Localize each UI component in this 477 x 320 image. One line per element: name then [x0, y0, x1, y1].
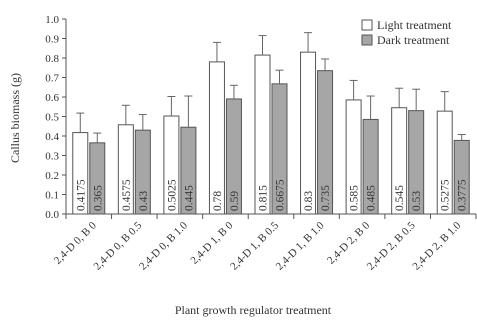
y-tick-label: 0.8 [45, 53, 59, 65]
x-tick-label: 2,4-D 2, B 1.0 [410, 219, 463, 272]
bar-value-label: 0.445 [183, 185, 195, 211]
bar-value-label: 0.4175 [75, 179, 87, 211]
legend-label-light: Light treatment [377, 18, 452, 32]
x-tick-label: 2,4-D 0, B 0 [52, 219, 100, 267]
y-tick-label: 0.7 [45, 73, 59, 85]
y-tick-label: 0.0 [45, 209, 59, 221]
bar-value-label: 0.5275 [440, 179, 452, 211]
legend-swatch-light [361, 19, 373, 31]
bar-value-label: 0.53 [411, 191, 423, 211]
x-tick-label: 2,4-D 0, B 1.0 [137, 219, 190, 272]
y-tick-label: 1.0 [45, 14, 59, 26]
x-tick-label: 2,4-D 2, B 0 [325, 219, 373, 267]
legend-label-dark: Dark treatment [377, 33, 450, 47]
bars: 0.4175 0.365 0.4575 0.43 0.5025 0.445 0.78 0.59… [72, 32, 470, 215]
legend-swatch-dark [361, 34, 373, 46]
bar-value-label: 0.545 [394, 185, 406, 211]
bar-value-label: 0.815 [258, 185, 270, 211]
bar-value-label: 0.585 [349, 185, 361, 211]
y-tick-label: 0.2 [45, 170, 59, 182]
y-axis: 0.0 0.1 0.2 0.3 0.4 0.5 0.6 0.7 0.8 0.9 1.0 [45, 14, 67, 221]
x-tick-label: 2,4-D 1, B 0 [188, 219, 236, 267]
bar-value-label: 0.3775 [457, 179, 469, 211]
y-tick-label: 0.4 [45, 131, 59, 143]
x-axis: 2,4-D 0, B 02,4-D 0, B 0.52,4-D 0, B 1.0… [52, 213, 477, 273]
x-tick-label: 2,4-D 1, B 1.0 [274, 219, 327, 272]
bar-value-label: 0.365 [92, 185, 104, 211]
bar-value-label: 0.43 [138, 191, 150, 211]
y-tick-label: 0.1 [45, 190, 59, 202]
x-axis-title: Plant growth regulator treatment [175, 303, 332, 317]
y-tick-label: 0.6 [45, 92, 59, 104]
bar-value-label: 0.485 [366, 185, 378, 211]
light-bar [300, 51, 317, 215]
bar-value-label: 0.83 [303, 191, 315, 211]
y-tick-label: 0.5 [45, 112, 59, 124]
bar-value-label: 0.78 [212, 191, 224, 211]
bar-value-label: 0.4575 [121, 179, 133, 211]
y-tick-label: 0.9 [45, 34, 59, 46]
y-axis-title: Callus biomass (g) [8, 73, 22, 163]
bar-value-label: 0.5025 [166, 179, 178, 211]
bar-value-label: 0.6675 [275, 179, 287, 211]
bar-value-label: 0.59 [229, 191, 241, 211]
bar-value-label: 0.735 [320, 185, 332, 211]
y-tick-label: 0.3 [45, 151, 59, 163]
